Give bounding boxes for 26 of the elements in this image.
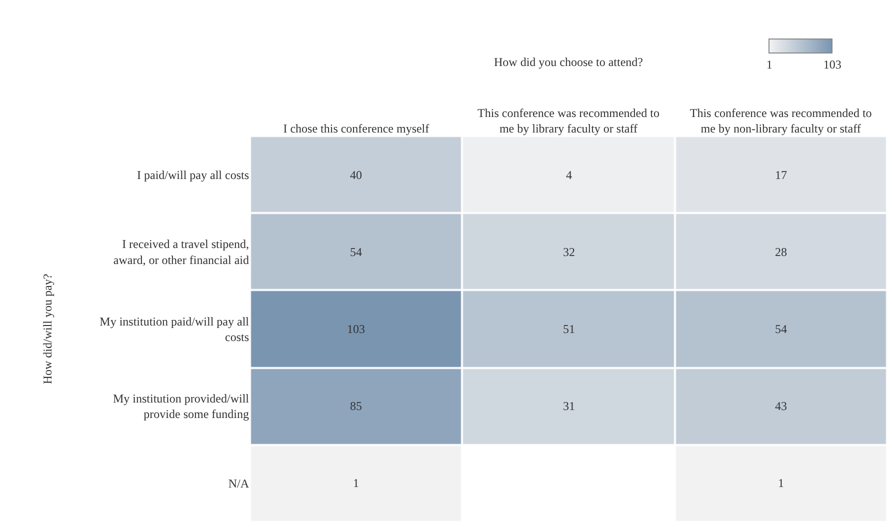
y-tick-label: N/A [228, 476, 250, 491]
x-tick-label: This conference was recommended to me by non-library faculty or staff [690, 106, 872, 136]
data-label: 17 [775, 168, 787, 182]
data-label: 51 [563, 322, 575, 336]
data-label: 54 [350, 245, 362, 260]
data-label: 43 [775, 399, 787, 414]
y-axis-title: How did/will you pay? [40, 274, 54, 384]
data-label: 40 [350, 168, 362, 182]
y-tick-label: My institution paid/will pay all costs [100, 314, 250, 344]
data-label: 4 [566, 168, 572, 182]
data-label: 31 [563, 399, 575, 414]
color-bar-label: 103 [823, 57, 842, 72]
x-axis-title: How did you choose to attend? [494, 54, 643, 69]
data-label: 28 [775, 245, 787, 260]
x-tick-label: This conference was recommended to me by library faculty or staff [478, 106, 660, 136]
data-label: 1 [778, 476, 784, 490]
y-tick-label: I paid/will pay all costs [137, 168, 250, 182]
x-tick-label: I chose this conference myself [283, 122, 430, 136]
color-bar-label: 1 [766, 57, 772, 72]
data-label: 54 [775, 322, 787, 336]
data-label: 32 [563, 245, 575, 260]
y-tick-label: I received a travel stipend, award, or other financial aid [113, 237, 249, 267]
y-tick-label: My institution provided/will provide some funding [112, 392, 250, 422]
data-label: 1 [353, 476, 359, 490]
data-label: 85 [350, 399, 362, 414]
data-label: 103 [347, 322, 365, 336]
